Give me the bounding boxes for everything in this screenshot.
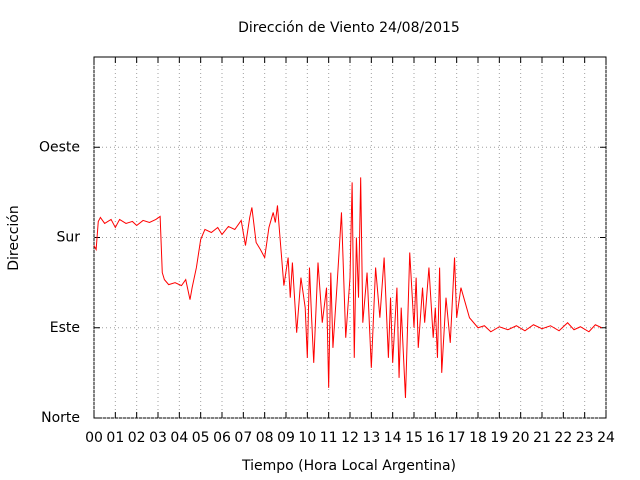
x-tick-label: 05 [192, 430, 210, 446]
x-tick-label: 03 [149, 430, 167, 446]
x-tick-label: 07 [234, 430, 252, 446]
y-axis-label: Dirección [6, 205, 22, 270]
x-axis-label: Tiempo (Hora Local Argentina) [241, 458, 456, 474]
x-tick-label: 18 [469, 430, 487, 446]
x-tick-label: 20 [512, 430, 530, 446]
x-tick-label: 24 [597, 430, 615, 446]
chart-title: Dirección de Viento 24/08/2015 [238, 20, 460, 36]
x-tick-label: 02 [128, 430, 146, 446]
x-tick-label: 22 [554, 430, 572, 446]
x-tick-label: 08 [256, 430, 274, 446]
y-tick-label: Sur [56, 230, 80, 246]
data-line [93, 177, 602, 398]
x-tick-label: 23 [576, 430, 594, 446]
x-tick-label: 16 [426, 430, 444, 446]
x-tick-label: 00 [85, 430, 103, 446]
x-tick-label: 09 [277, 430, 295, 446]
x-tick-label: 14 [384, 430, 402, 446]
x-tick-label: 11 [320, 430, 338, 446]
x-tick-label: 21 [533, 430, 551, 446]
x-tick-label: 04 [170, 430, 188, 446]
y-tick-label: Oeste [39, 139, 80, 155]
y-tick-label: Este [50, 320, 80, 336]
x-tick-label: 01 [106, 430, 124, 446]
x-tick-label: 10 [298, 430, 316, 446]
x-tick-label: 13 [362, 430, 380, 446]
x-tick-label: 17 [448, 430, 466, 446]
y-tick-label: Norte [41, 410, 80, 426]
x-tick-label: 15 [405, 430, 423, 446]
x-tick-label: 12 [341, 430, 359, 446]
x-tick-label: 06 [213, 430, 231, 446]
x-tick-label: 19 [490, 430, 508, 446]
